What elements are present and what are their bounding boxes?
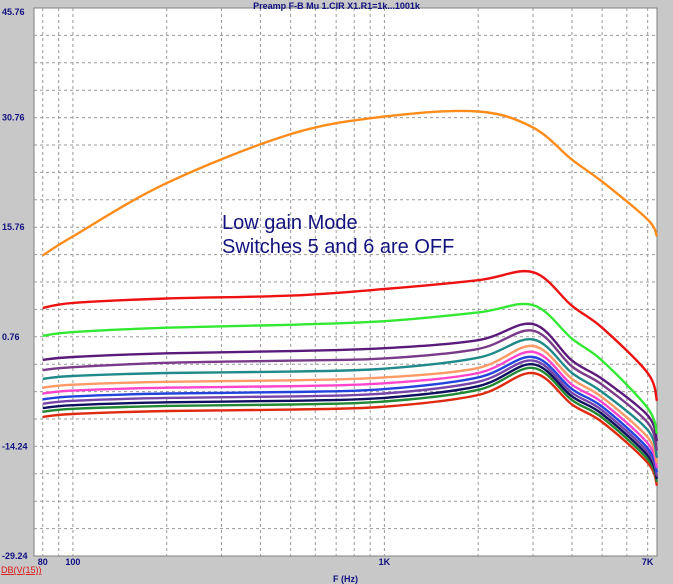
series-line: [42, 359, 659, 477]
x-tick-label: 1K: [379, 557, 391, 567]
chart-title: Preamp F-B Mu 1.CIR X1.R1=1k...1001k: [253, 1, 420, 11]
series-line: [42, 366, 659, 483]
x-axis-label: F (Hz): [333, 574, 358, 584]
series-line: [42, 329, 659, 451]
y-tick-label: -14.24: [2, 441, 28, 451]
series-line: [42, 363, 659, 480]
y-tick-label: -29.24: [2, 551, 28, 561]
series-line: [42, 344, 659, 464]
annotation-line-1: Low gain Mode: [222, 212, 358, 234]
y-tick-label: 30.76: [2, 113, 25, 123]
y-tick-label: 0.76: [2, 332, 20, 342]
series-line: [42, 371, 659, 487]
series-line: [42, 302, 659, 435]
series-line: [42, 350, 659, 469]
series-line: [42, 355, 659, 473]
trace-label: DB(V(15)): [1, 565, 42, 575]
x-tick-label: 7K: [642, 557, 654, 567]
series-line: [42, 109, 659, 257]
series-line: [42, 322, 659, 442]
y-tick-label: 15.76: [2, 222, 25, 232]
series-line: [42, 338, 659, 459]
y-tick-label: 45.76: [2, 7, 25, 17]
x-tick-label: 80: [38, 557, 48, 567]
annotation-line-2: Switches 5 and 6 are OFF: [222, 236, 454, 258]
series-line: [42, 269, 659, 402]
x-tick-label: 100: [65, 557, 80, 567]
